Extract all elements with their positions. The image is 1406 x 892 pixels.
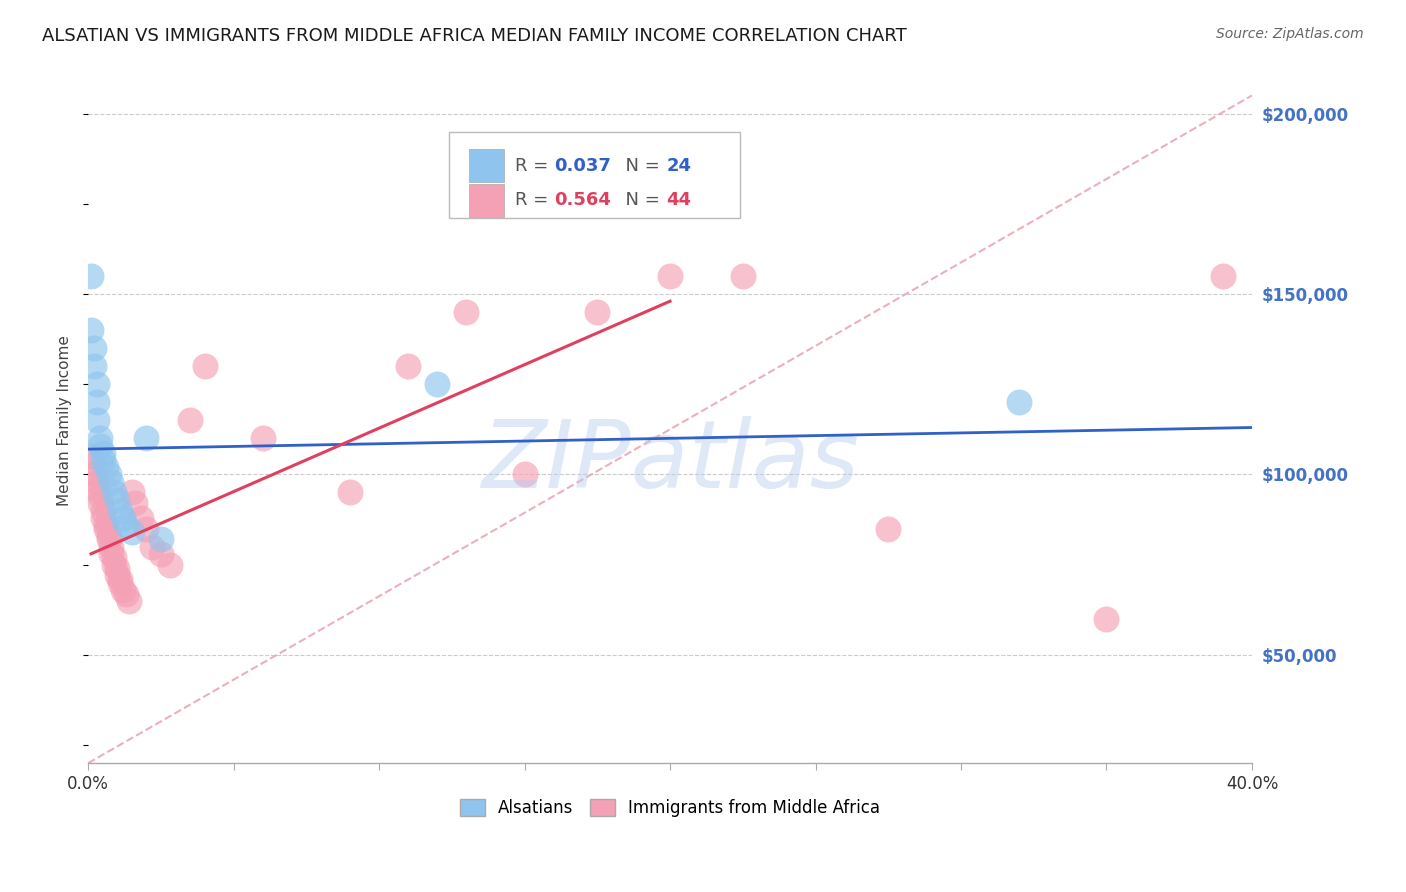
Point [877,522,900,536]
Point [141,540,163,554]
Text: R =: R = [515,157,554,175]
Point [100,540,122,554]
Y-axis label: Median Family Income: Median Family Income [58,334,72,506]
Point [108,503,131,517]
Legend: Alsatians, Immigrants from Middle Africa: Alsatians, Immigrants from Middle Africa [453,792,887,823]
Point [396,359,419,373]
Text: 0.037: 0.037 [554,157,610,175]
Point [149,533,172,547]
Point [103,550,125,565]
Point [731,268,754,283]
Point [112,510,135,524]
Point [112,582,135,597]
FancyBboxPatch shape [468,184,503,217]
Point [89,496,111,510]
Text: N =: N = [614,157,665,175]
Point [1212,268,1234,283]
Point [80,268,103,283]
Point [86,482,108,496]
Point [100,547,122,561]
Point [91,503,114,517]
Point [94,460,117,475]
Point [97,529,120,543]
Point [94,518,117,533]
Point [1008,395,1031,409]
Point [89,431,111,445]
Point [80,450,103,464]
Point [103,485,125,500]
Point [86,413,108,427]
Point [80,323,103,337]
Point [339,485,361,500]
Point [659,268,682,283]
Point [83,341,105,355]
Point [97,467,120,482]
Point [103,558,125,572]
Text: 0.564: 0.564 [554,192,610,210]
Point [83,457,105,471]
Point [129,510,152,524]
Point [83,467,105,482]
Point [115,518,138,533]
Point [135,431,157,445]
Point [586,305,609,319]
Point [86,395,108,409]
Point [1095,612,1118,626]
FancyBboxPatch shape [468,149,503,182]
FancyBboxPatch shape [449,132,740,218]
Point [513,467,536,482]
Point [149,547,172,561]
Point [89,489,111,503]
Point [105,492,128,507]
Point [124,496,146,510]
Point [105,561,128,575]
Point [193,359,215,373]
Point [91,510,114,524]
Point [115,586,138,600]
Point [86,377,108,392]
Text: N =: N = [614,192,665,210]
Point [426,377,449,392]
Point [121,485,143,500]
Text: Source: ZipAtlas.com: Source: ZipAtlas.com [1216,27,1364,41]
Point [108,575,131,590]
Point [252,431,274,445]
Point [86,475,108,489]
Text: R =: R = [515,192,554,210]
Point [135,522,157,536]
Point [179,413,201,427]
Point [105,568,128,582]
Point [456,305,478,319]
Text: 24: 24 [666,157,692,175]
Point [89,438,111,452]
Point [118,593,141,607]
Text: ALSATIAN VS IMMIGRANTS FROM MIDDLE AFRICA MEDIAN FAMILY INCOME CORRELATION CHART: ALSATIAN VS IMMIGRANTS FROM MIDDLE AFRIC… [42,27,907,45]
Point [83,359,105,373]
Point [97,533,120,547]
Point [91,446,114,460]
Point [121,525,143,540]
Point [108,572,131,586]
Text: 44: 44 [666,192,692,210]
Text: ZIPatlas: ZIPatlas [481,416,859,507]
Point [159,558,181,572]
Point [100,475,122,489]
Point [91,453,114,467]
Point [94,522,117,536]
